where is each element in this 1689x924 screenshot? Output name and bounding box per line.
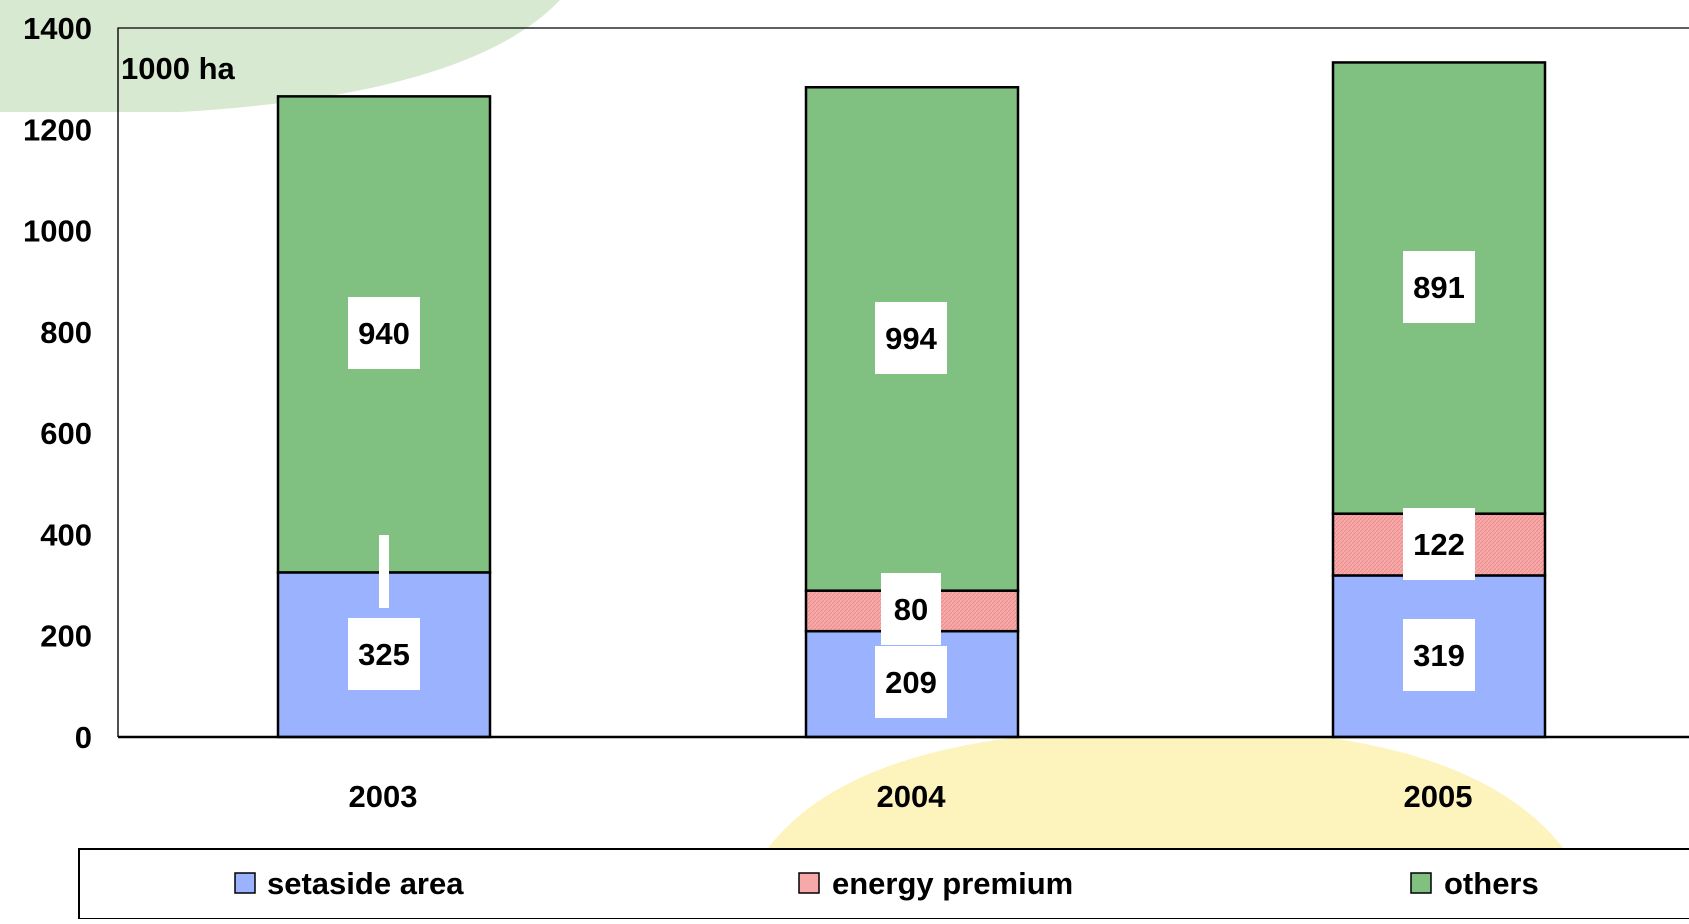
y-tick-label: 800 bbox=[40, 315, 92, 350]
data-label-box bbox=[875, 302, 947, 374]
data-label-others-2005: 891 bbox=[1413, 270, 1465, 305]
data-label-box bbox=[875, 646, 947, 718]
data-label-box bbox=[348, 297, 420, 369]
data-label-energy-premium-2004: 80 bbox=[894, 592, 928, 627]
data-label-others-2003: 940 bbox=[358, 316, 410, 351]
data-label-box bbox=[348, 618, 420, 690]
legend-swatch-others bbox=[1410, 872, 1432, 894]
axes: 0 200 400 600 800 1000 1200 1400 1000 ha 2003 2004… bbox=[23, 11, 1689, 814]
x-tick-label: 2005 bbox=[1404, 779, 1473, 814]
y-tick-label: 1200 bbox=[23, 112, 92, 147]
y-tick-label: 0 bbox=[75, 720, 92, 755]
data-label-leader-setaside-2003 bbox=[379, 535, 389, 608]
data-label-box bbox=[881, 573, 941, 645]
y-axis-unit-label: 1000 ha bbox=[121, 51, 236, 86]
x-tick-label: 2003 bbox=[349, 779, 418, 814]
data-label-box bbox=[1403, 619, 1475, 691]
y-tick-label: 200 bbox=[40, 619, 92, 654]
y-tick-label: 1000 bbox=[23, 214, 92, 249]
y-tick-label: 600 bbox=[40, 416, 92, 451]
data-label-setaside-2005: 319 bbox=[1413, 638, 1465, 673]
data-label-setaside-2003: 325 bbox=[358, 637, 410, 672]
data-label-setaside-2004: 209 bbox=[885, 665, 937, 700]
legend-box bbox=[78, 848, 1689, 920]
data-label-energy-premium-2005: 122 bbox=[1413, 527, 1465, 562]
legend-label-others: others bbox=[1444, 866, 1539, 901]
data-label-box bbox=[1403, 508, 1475, 580]
legend: setaside area energy premium others bbox=[78, 848, 1689, 920]
data-label-box bbox=[1403, 251, 1475, 323]
y-tick-label: 1400 bbox=[23, 11, 92, 46]
y-tick-label: 400 bbox=[40, 517, 92, 552]
x-tick-label: 2004 bbox=[877, 779, 947, 814]
legend-label-energy-premium: energy premium bbox=[832, 866, 1073, 901]
data-label-others-2004: 994 bbox=[885, 321, 937, 356]
legend-label-setaside: setaside area bbox=[267, 866, 464, 901]
data-labels: 325 940 209 80 994 319 122 891 bbox=[348, 251, 1475, 718]
legend-swatch-energy-premium bbox=[798, 872, 820, 894]
legend-swatch-setaside bbox=[234, 872, 256, 894]
